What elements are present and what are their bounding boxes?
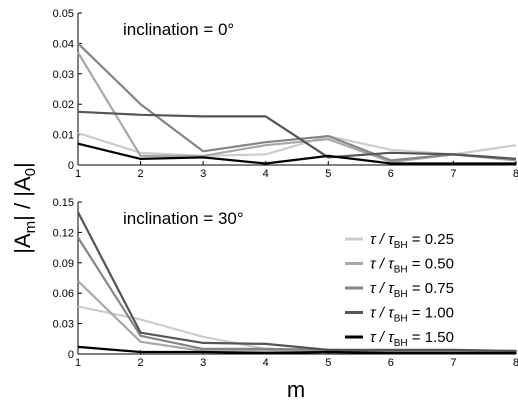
x-tick-label: 5: [325, 168, 331, 180]
x-tick-label: 6: [388, 168, 394, 180]
x-tick-label: 7: [450, 357, 456, 369]
legend-label: τ / τBH = 1.00: [370, 305, 454, 325]
x-tick-label: 2: [138, 357, 144, 369]
y-tick-label: 0.01: [53, 130, 74, 142]
top-panel: 0 0.01 0.02 0.03 0.04 0.05 1 2 3 4 5 6 7 8 inclination…: [53, 8, 518, 180]
legend-label: τ / τBH = 0.25: [370, 231, 454, 251]
y-tick-label: 0.03: [53, 319, 74, 331]
y-tick-label: 0.06: [53, 288, 74, 300]
x-axis-label: m: [287, 377, 305, 402]
y-tick-label: 0.05: [53, 8, 74, 20]
x-tick-label: 3: [200, 357, 206, 369]
series-line: [77, 142, 516, 165]
x-tick-label: 6: [388, 357, 394, 369]
y-tick-label: 0.03: [53, 69, 74, 81]
x-tick-label: 4: [263, 357, 269, 369]
series-line: [77, 211, 517, 353]
legend-label: τ / τBH = 0.75: [370, 280, 454, 300]
y-tick-label: 0: [68, 349, 74, 361]
legend-label: τ / τBH = 1.50: [370, 329, 454, 349]
x-tick-label: 4: [263, 168, 269, 180]
panel-annotation: inclination = 0°: [123, 20, 234, 39]
y-axis-label: |Am| / |A0|: [10, 162, 39, 253]
x-tick-label: 2: [138, 168, 144, 180]
x-tick-label: 1: [75, 168, 81, 180]
series-line: [77, 110, 517, 160]
bottom-panel: 0 0.03 0.06 0.09 0.12 0.15 1 2 3 4 5 6 7 8 inclination…: [53, 197, 518, 369]
series-line: [77, 42, 517, 162]
x-tick-label: 5: [325, 357, 331, 369]
x-tick-label: 8: [513, 168, 518, 180]
y-tick-label: 0.15: [53, 197, 74, 209]
y-tick-label: 0.09: [53, 258, 74, 270]
x-tick-label: 1: [75, 357, 81, 369]
legend-label: τ / τBH = 0.50: [370, 256, 454, 276]
x-tick-label: 8: [513, 357, 518, 369]
x-tick-label: 3: [200, 168, 206, 180]
y-tick-label: 0.12: [53, 227, 74, 239]
legend: τ / τBH = 0.25 τ / τBH = 0.50 τ / τBH = 0.…: [345, 231, 454, 349]
x-tick-label: 7: [450, 168, 456, 180]
series-line: [77, 345, 516, 355]
panel-annotation: inclination = 30°: [123, 209, 244, 228]
y-tick-label: 0.02: [53, 99, 74, 111]
y-tick-label: 0: [68, 160, 74, 172]
y-tick-label: 0.04: [53, 38, 74, 50]
